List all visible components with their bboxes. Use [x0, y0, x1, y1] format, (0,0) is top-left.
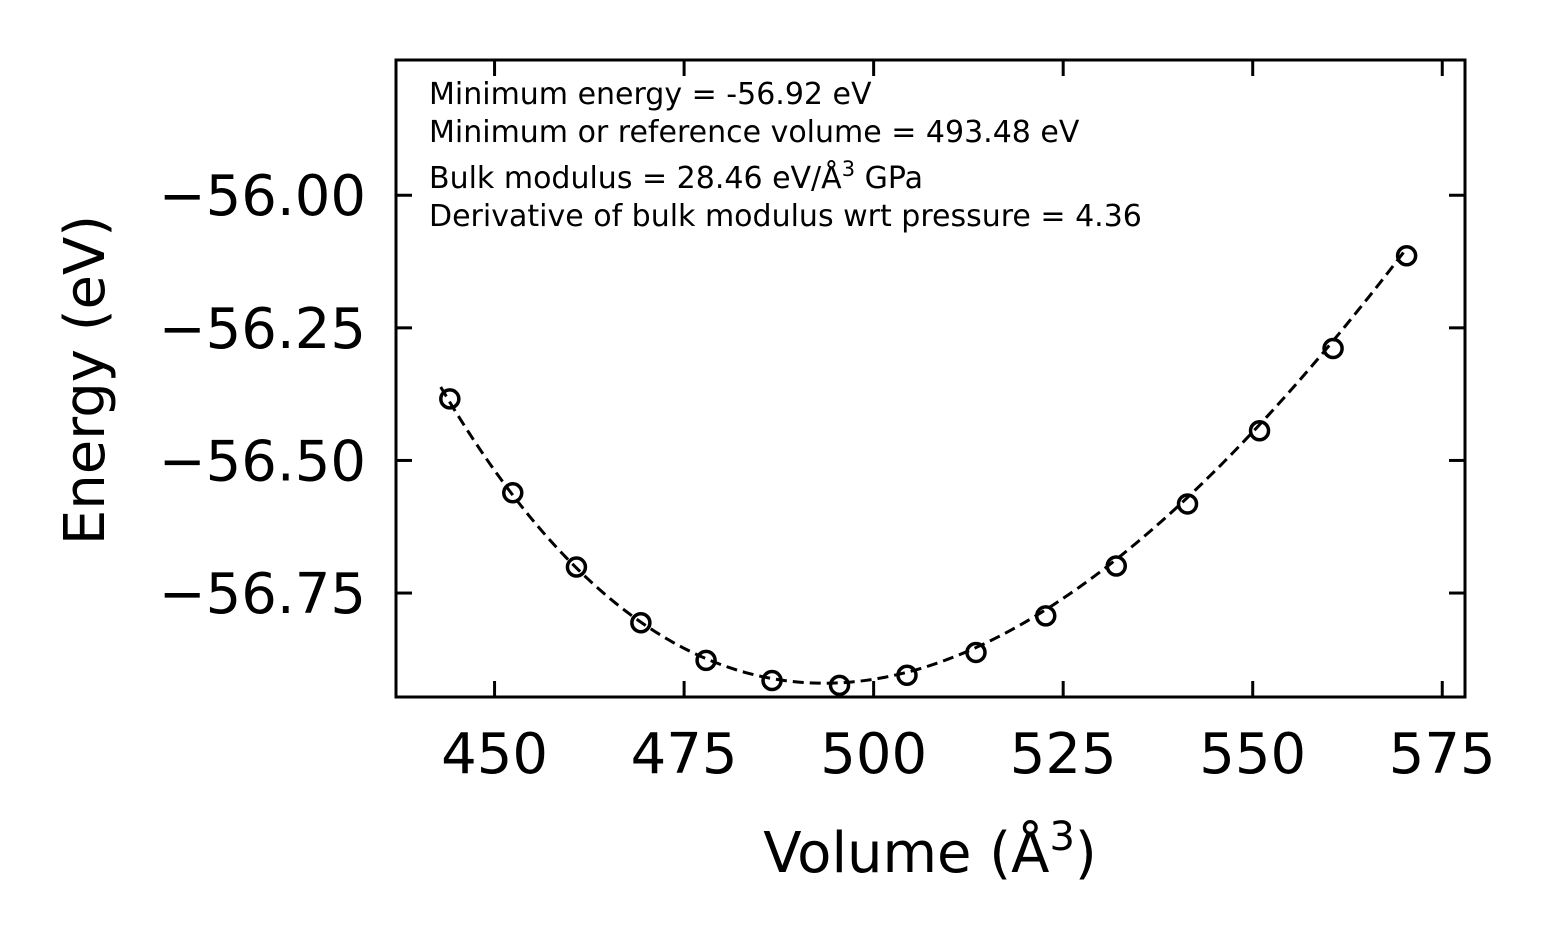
data-point — [1248, 419, 1271, 442]
data-point — [965, 641, 987, 664]
bulk-modulus-superscript: 3 — [842, 157, 855, 181]
y-axis-label: Energy (eV) — [53, 215, 118, 545]
x-tick-label: 500 — [820, 722, 927, 787]
y-tick-label: −56.25 — [159, 297, 366, 362]
data-point — [565, 556, 588, 578]
annotation-min-energy: Minimum energy = -56.92 eV — [429, 77, 872, 112]
annotation-derivative: Derivative of bulk modulus wrt pressure … — [429, 199, 1142, 234]
x-axis-label: Volume (Å3) — [763, 814, 1097, 886]
bulk-modulus-unit: GPa — [855, 161, 923, 196]
bulk-modulus-text: Bulk modulus = 28.46 eV/Å — [429, 160, 842, 196]
data-point — [1176, 493, 1199, 515]
x-axis-label-superscript: 3 — [1049, 814, 1074, 860]
data-point — [896, 664, 918, 687]
x-tick-label: 575 — [1389, 722, 1496, 787]
plot-frame — [394, 58, 1467, 699]
annotation-reference-volume: Minimum or reference volume = 493.48 eV — [429, 115, 1080, 150]
annotation-bulk-modulus: Bulk modulus = 28.46 eV/Å3 GPa — [429, 157, 923, 196]
data-point — [761, 669, 783, 692]
x-tick-label: 550 — [1199, 722, 1306, 787]
data-point — [630, 611, 652, 634]
annotation-block: Minimum energy = -56.92 eV Minimum or re… — [429, 77, 1142, 234]
y-axis-ticks: −56.00 −56.25 −56.50 −56.75 — [159, 164, 1465, 627]
data-points — [439, 244, 1418, 697]
data-point — [502, 482, 524, 504]
data-point — [1395, 244, 1418, 267]
data-point — [828, 674, 851, 697]
y-tick-label: −56.50 — [159, 429, 366, 494]
x-axis-label-end: ) — [1075, 821, 1097, 886]
x-tick-label: 475 — [631, 722, 738, 787]
data-point — [1105, 555, 1127, 577]
x-tick-label: 450 — [441, 722, 548, 787]
data-point — [1034, 605, 1057, 627]
x-axis-ticks: 450 475 500 525 550 575 — [441, 60, 1496, 787]
data-point — [439, 388, 461, 410]
data-point — [1322, 337, 1344, 360]
y-tick-label: −56.00 — [159, 164, 366, 229]
fit-curve — [439, 245, 1410, 685]
x-tick-label: 525 — [1010, 722, 1117, 787]
x-axis-label-text: Volume (Å — [763, 820, 1049, 886]
data-point — [695, 649, 717, 672]
y-tick-label: −56.75 — [159, 562, 366, 627]
